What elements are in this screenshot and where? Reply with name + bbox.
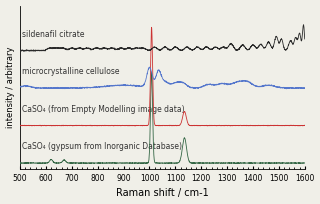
X-axis label: Raman shift / cm-1: Raman shift / cm-1 — [116, 188, 209, 198]
Text: microcrystalline cellulose: microcrystalline cellulose — [22, 68, 119, 76]
Text: CaSO₄ (from Empty Modelling image data): CaSO₄ (from Empty Modelling image data) — [22, 105, 185, 114]
Text: CaSO₄ (gypsum from Inorganic Database): CaSO₄ (gypsum from Inorganic Database) — [22, 142, 182, 152]
Y-axis label: intensity / arbitrary: intensity / arbitrary — [5, 47, 14, 128]
Text: sildenafil citrate: sildenafil citrate — [22, 30, 84, 39]
